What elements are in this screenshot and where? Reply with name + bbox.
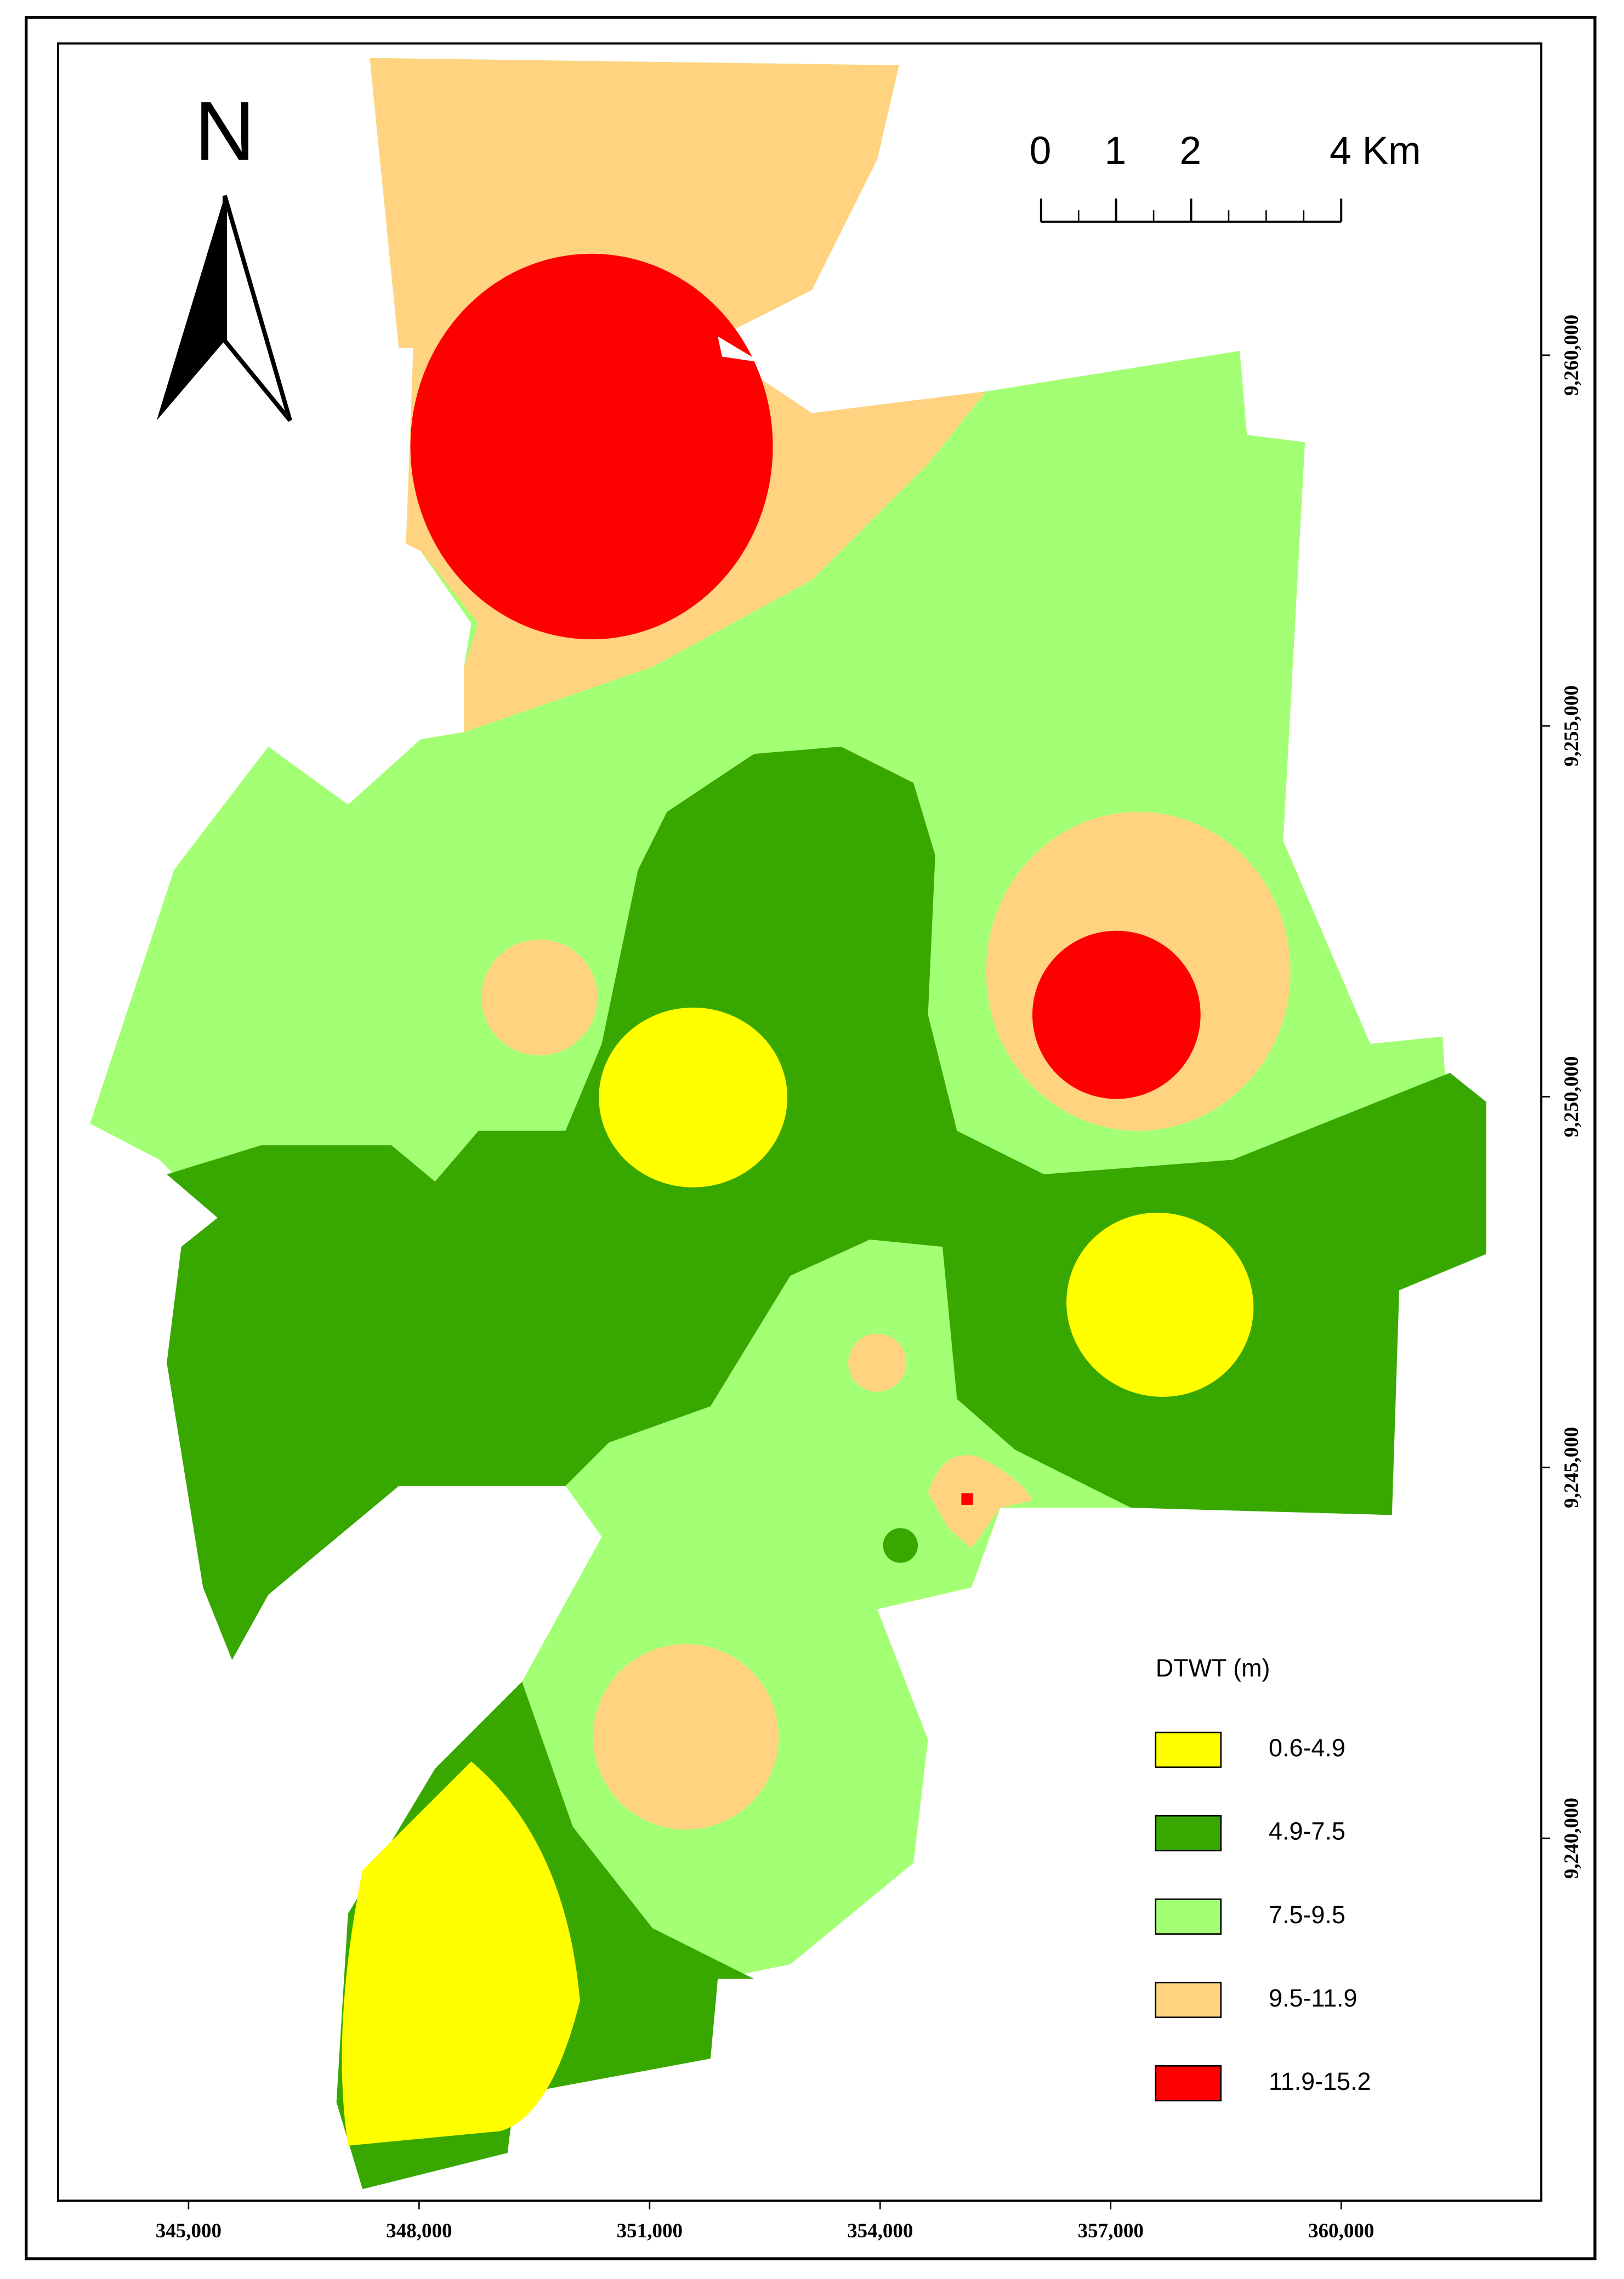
- north-arrow-right: [223, 195, 292, 422]
- legend-label: 9.5-11.9: [1269, 1984, 1358, 2012]
- y-tick-label: 9,240,000: [1560, 1798, 1583, 1879]
- x-tick-label: 348,000: [386, 2220, 452, 2242]
- zone-yellow: [342, 1761, 580, 2146]
- zone-red: [1032, 930, 1201, 1099]
- legend-label: 11.9-15.2: [1269, 2067, 1371, 2095]
- zone-tan: [848, 1333, 906, 1392]
- legend-title: DTWT (m): [1156, 1654, 1270, 1682]
- zone-yellow: [599, 1007, 788, 1187]
- scale-label: 1: [1105, 129, 1127, 173]
- legend-swatch: [1155, 1815, 1222, 1851]
- legend-label: 7.5-9.5: [1269, 1901, 1345, 1929]
- zone-tan: [928, 1455, 1032, 1549]
- legend-label: 0.6-4.9: [1269, 1734, 1345, 1762]
- x-tick-label: 360,000: [1308, 2220, 1374, 2242]
- legend-swatch: [1155, 2065, 1222, 2102]
- scale-label: 4 Km: [1330, 129, 1421, 173]
- x-tick-label: 354,000: [847, 2220, 913, 2242]
- zone-red: [410, 253, 773, 640]
- x-tick-label: 351,000: [617, 2220, 683, 2242]
- zone-tan: [481, 939, 598, 1056]
- y-tick-label: 9,260,000: [1560, 315, 1583, 396]
- y-tick-label: 9,250,000: [1560, 1056, 1583, 1137]
- zone-dark-green: [883, 1528, 918, 1563]
- x-tick-label: 357,000: [1078, 2220, 1144, 2242]
- y-tick-label: 9,245,000: [1560, 1427, 1583, 1508]
- north-label: N: [195, 84, 255, 178]
- notch: [718, 336, 762, 363]
- north-arrow-left: [156, 195, 225, 420]
- y-tick-label: 9,255,000: [1560, 685, 1583, 766]
- dtwt-zones: [90, 58, 1486, 2190]
- scale-label: 2: [1179, 129, 1201, 173]
- scale-label: 0: [1030, 129, 1052, 173]
- zone-red: [961, 1493, 973, 1505]
- legend-swatch: [1155, 1981, 1222, 2019]
- x-tick-label: 345,000: [156, 2220, 222, 2242]
- zone-tan: [593, 1644, 779, 1830]
- legend-swatch: [1155, 1731, 1222, 1768]
- legend-swatch: [1155, 1898, 1222, 1935]
- legend-label: 4.9-7.5: [1269, 1817, 1345, 1845]
- zone-yellow: [1066, 1213, 1254, 1397]
- zone-dark-green: [167, 746, 1486, 1660]
